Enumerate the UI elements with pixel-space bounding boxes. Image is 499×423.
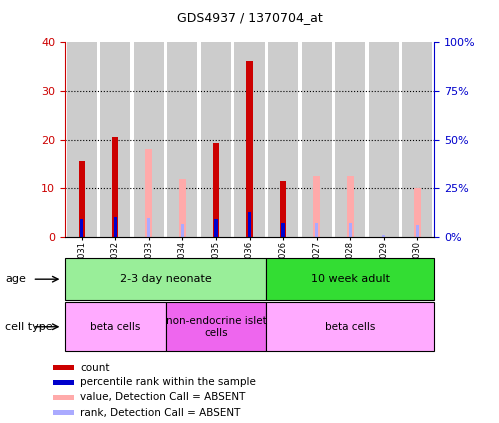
Bar	[414, 188, 421, 237]
Text: value, Detection Call = ABSENT: value, Detection Call = ABSENT	[80, 392, 246, 402]
Bar	[66, 42, 97, 237]
Text: age: age	[5, 274, 26, 284]
Bar	[281, 223, 285, 237]
Bar	[147, 218, 151, 237]
Bar	[369, 42, 399, 237]
Bar	[335, 42, 365, 237]
Bar	[80, 220, 83, 237]
Bar	[179, 179, 186, 237]
Bar	[213, 143, 219, 237]
Bar	[247, 61, 252, 237]
Bar	[382, 235, 385, 237]
Bar	[301, 42, 332, 237]
Bar	[248, 212, 251, 237]
Bar	[65, 258, 266, 300]
Bar	[348, 223, 352, 237]
Bar	[315, 223, 318, 237]
Text: 2-3 day neonate: 2-3 day neonate	[120, 274, 212, 284]
Text: 10 week adult: 10 week adult	[311, 274, 390, 284]
Bar	[346, 176, 354, 237]
Text: percentile rank within the sample: percentile rank within the sample	[80, 377, 256, 387]
Bar	[280, 181, 286, 237]
Bar	[201, 42, 231, 237]
Bar	[53, 395, 73, 400]
Bar	[166, 302, 266, 351]
Bar	[53, 365, 73, 370]
Bar	[268, 42, 298, 237]
Bar	[167, 42, 198, 237]
Bar	[235, 42, 264, 237]
Bar	[181, 224, 184, 237]
Bar	[266, 302, 434, 351]
Bar	[145, 149, 153, 237]
Bar	[266, 258, 434, 300]
Bar	[65, 302, 166, 351]
Bar	[100, 42, 130, 237]
Bar	[416, 225, 419, 237]
Text: beta cells: beta cells	[325, 322, 375, 332]
Text: beta cells: beta cells	[90, 322, 140, 332]
Bar	[79, 162, 85, 237]
Text: count: count	[80, 363, 110, 373]
Bar	[112, 137, 118, 237]
Text: rank, Detection Call = ABSENT: rank, Detection Call = ABSENT	[80, 408, 241, 418]
Bar	[214, 220, 218, 237]
Bar	[53, 380, 73, 385]
Bar	[134, 42, 164, 237]
Text: cell type: cell type	[5, 322, 52, 332]
Bar	[114, 217, 117, 237]
Bar	[313, 176, 320, 237]
Bar	[402, 42, 433, 237]
Text: non-endocrine islet
cells: non-endocrine islet cells	[166, 316, 266, 338]
Text: GDS4937 / 1370704_at: GDS4937 / 1370704_at	[177, 11, 322, 24]
Bar	[53, 410, 73, 415]
